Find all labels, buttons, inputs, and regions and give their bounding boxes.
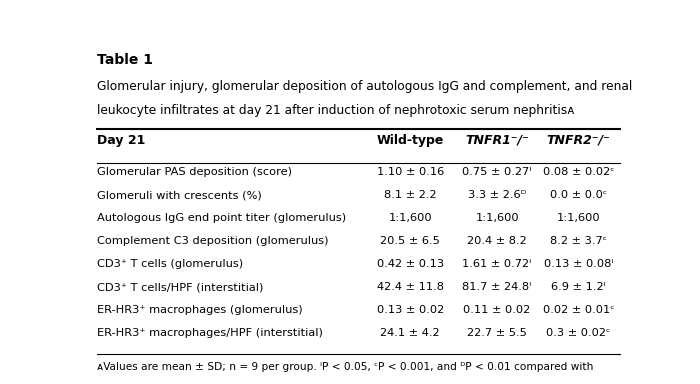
Text: 81.7 ± 24.8ᴵ: 81.7 ± 24.8ᴵ (463, 282, 532, 292)
Text: Glomeruli with crescents (%): Glomeruli with crescents (%) (97, 190, 262, 200)
Text: 0.08 ± 0.02ᶜ: 0.08 ± 0.02ᶜ (542, 167, 614, 177)
Text: TNFR2⁻/⁻: TNFR2⁻/⁻ (547, 134, 610, 147)
Text: 0.13 ± 0.02: 0.13 ± 0.02 (377, 305, 444, 315)
Text: 0.3 ± 0.02ᶜ: 0.3 ± 0.02ᶜ (546, 328, 610, 338)
Text: Glomerular PAS deposition (score): Glomerular PAS deposition (score) (97, 167, 293, 177)
Text: Day 21: Day 21 (97, 134, 146, 147)
Text: 1:1,600: 1:1,600 (475, 213, 519, 223)
Text: Autologous IgG end point titer (glomerulus): Autologous IgG end point titer (glomerul… (97, 213, 346, 223)
Text: 0.11 ± 0.02: 0.11 ± 0.02 (463, 305, 531, 315)
Text: 20.4 ± 8.2: 20.4 ± 8.2 (467, 236, 527, 246)
Text: 1.61 ± 0.72ᴵ: 1.61 ± 0.72ᴵ (463, 259, 532, 269)
Text: 3.3 ± 2.6ᴰ: 3.3 ± 2.6ᴰ (468, 190, 526, 200)
Text: Wild-type: Wild-type (377, 134, 444, 147)
Text: 22.7 ± 5.5: 22.7 ± 5.5 (467, 328, 527, 338)
Text: 0.13 ± 0.08ᴵ: 0.13 ± 0.08ᴵ (544, 259, 613, 269)
Text: TNFR1⁻/⁻: TNFR1⁻/⁻ (466, 134, 529, 147)
Text: 8.2 ± 3.7ᶜ: 8.2 ± 3.7ᶜ (550, 236, 607, 246)
Text: 0.0 ± 0.0ᶜ: 0.0 ± 0.0ᶜ (550, 190, 607, 200)
Text: 1.10 ± 0.16: 1.10 ± 0.16 (377, 167, 444, 177)
Text: ᴀValues are mean ± SD; n = 9 per group. ᴵP < 0.05, ᶜP < 0.001, and ᴰP < 0.01 com: ᴀValues are mean ± SD; n = 9 per group. … (97, 362, 594, 372)
Text: 0.02 ± 0.01ᶜ: 0.02 ± 0.01ᶜ (542, 305, 614, 315)
Text: 1:1,600: 1:1,600 (556, 213, 601, 223)
Text: ER-HR3⁺ macrophages (glomerulus): ER-HR3⁺ macrophages (glomerulus) (97, 305, 303, 315)
Text: 6.9 ± 1.2ᴵ: 6.9 ± 1.2ᴵ (551, 282, 606, 292)
Text: Glomerular injury, glomerular deposition of autologous IgG and complement, and r: Glomerular injury, glomerular deposition… (97, 80, 633, 93)
Text: 1:1,600: 1:1,600 (389, 213, 432, 223)
Text: CD3⁺ T cells/HPF (interstitial): CD3⁺ T cells/HPF (interstitial) (97, 282, 264, 292)
Text: leukocyte infiltrates at day 21 after induction of nephrotoxic serum nephritisᴀ: leukocyte infiltrates at day 21 after in… (97, 104, 575, 118)
Text: CD3⁺ T cells (glomerulus): CD3⁺ T cells (glomerulus) (97, 259, 244, 269)
Text: Complement C3 deposition (glomerulus): Complement C3 deposition (glomerulus) (97, 236, 329, 246)
Text: 42.4 ± 11.8: 42.4 ± 11.8 (377, 282, 444, 292)
Text: 0.75 ± 0.27ᴵ: 0.75 ± 0.27ᴵ (463, 167, 532, 177)
Text: 24.1 ± 4.2: 24.1 ± 4.2 (381, 328, 440, 338)
Text: 0.42 ± 0.13: 0.42 ± 0.13 (377, 259, 444, 269)
Text: Table 1: Table 1 (97, 53, 153, 68)
Text: 8.1 ± 2.2: 8.1 ± 2.2 (384, 190, 437, 200)
Text: 20.5 ± 6.5: 20.5 ± 6.5 (380, 236, 440, 246)
Text: ER-HR3⁺ macrophages/HPF (interstitial): ER-HR3⁺ macrophages/HPF (interstitial) (97, 328, 323, 338)
